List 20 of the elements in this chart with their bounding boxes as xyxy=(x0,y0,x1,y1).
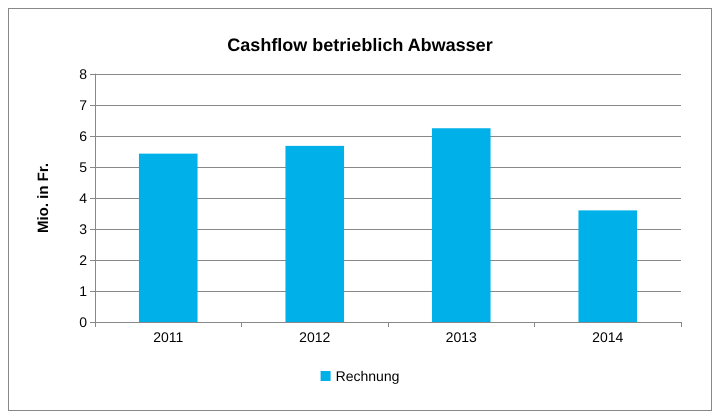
x-tick-label: 2011 xyxy=(153,329,184,345)
chart-title: Cashflow betrieblich Abwasser xyxy=(227,35,493,55)
bar xyxy=(285,146,344,322)
bar xyxy=(138,154,198,322)
y-axis-title: Mio. in Fr. xyxy=(35,163,52,233)
y-tick-label: 1 xyxy=(79,283,88,299)
y-tick-label: 0 xyxy=(79,314,88,330)
x-tick-label: 2013 xyxy=(446,329,478,345)
y-tick-label: 2 xyxy=(79,252,88,268)
y-tick-label: 8 xyxy=(79,66,88,82)
y-tick-label: 6 xyxy=(79,128,88,144)
y-tick-label: 3 xyxy=(79,221,88,237)
y-tick-label: 4 xyxy=(79,190,88,206)
x-tick-label: 2012 xyxy=(299,329,331,345)
y-tick-label: 5 xyxy=(79,159,88,175)
x-tick-label: 2014 xyxy=(592,329,624,345)
legend-label: Rechnung xyxy=(336,368,400,384)
y-tick-label: 7 xyxy=(79,97,88,113)
bar xyxy=(578,210,638,322)
bar xyxy=(432,128,491,322)
